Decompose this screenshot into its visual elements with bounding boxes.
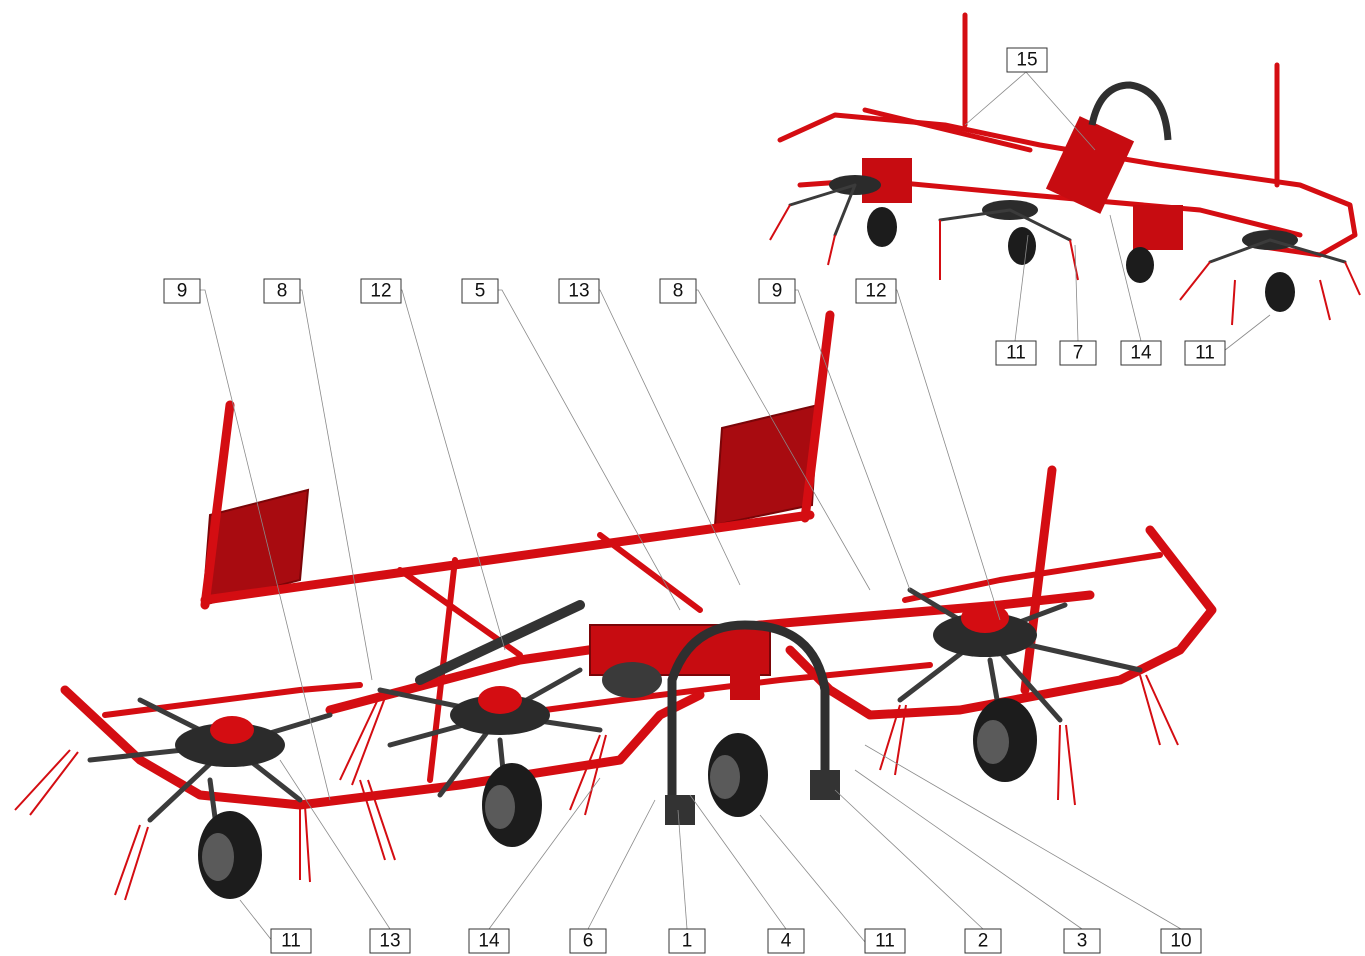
- wheel-3: [708, 733, 768, 817]
- callout-text: 15: [1016, 50, 1037, 71]
- wheel-1: [198, 777, 262, 899]
- main-machine: [14, 310, 1217, 901]
- callout-text: 2: [978, 931, 989, 952]
- callout-12-right: 12: [855, 278, 897, 304]
- callout-text: 6: [583, 931, 594, 952]
- guard-strut-center: [597, 532, 703, 613]
- callout-6: 6: [569, 928, 607, 954]
- hitch-mast: [730, 640, 760, 700]
- drive-shaft: [415, 600, 585, 685]
- rotor-3-hub: [961, 603, 1009, 633]
- callout-text: 11: [875, 931, 895, 952]
- callout-8-left: 8: [263, 278, 301, 304]
- inset-hitch: [1088, 81, 1172, 141]
- callout-11-inset-left: 11: [995, 340, 1037, 366]
- callout-4: 4: [767, 928, 805, 954]
- callout-text: 7: [1073, 343, 1084, 364]
- callout-11-bottom-mid: 11: [864, 928, 906, 954]
- callout-text: 12: [865, 281, 886, 302]
- wheel-4: [973, 657, 1037, 782]
- rotor-1-hub-plate: [175, 723, 285, 767]
- callout-1: 1: [668, 928, 706, 954]
- gearbox-shaft-cover: [602, 662, 662, 698]
- rotor-3: [879, 587, 1179, 806]
- rotor-2-hub-plate: [450, 695, 550, 735]
- left-guard-post: [200, 400, 235, 610]
- callout-2: 2: [964, 928, 1002, 954]
- callout-5: 5: [461, 278, 499, 304]
- callout-text: 13: [568, 281, 589, 302]
- callout-text: 9: [177, 281, 188, 302]
- callout-text: 10: [1170, 931, 1191, 952]
- callout-text: 9: [772, 281, 783, 302]
- callout-14-inset: 14: [1120, 340, 1162, 366]
- callout-text: 4: [781, 931, 792, 952]
- side-rail-left: [102, 682, 363, 718]
- callout-text: 14: [478, 931, 500, 952]
- hitch-frame: [667, 620, 830, 805]
- callout-9-right: 9: [758, 278, 796, 304]
- callout-text: 14: [1130, 343, 1152, 364]
- callout-text: 11: [1006, 343, 1026, 364]
- rotor-2-hub: [478, 686, 522, 714]
- inset-view: [769, 12, 1361, 326]
- rotor-2: [339, 667, 607, 816]
- right-hitch-pin: [810, 770, 840, 800]
- callout-text: 1: [682, 931, 693, 952]
- callout-8-right: 8: [659, 278, 697, 304]
- callout-12-left: 12: [360, 278, 402, 304]
- inset-guard-right: [1133, 205, 1183, 250]
- side-rail-right: [902, 552, 1163, 603]
- rotor-3-hub-plate: [933, 613, 1037, 657]
- callout-10: 10: [1160, 928, 1202, 954]
- inset-wheel-4: [1265, 272, 1295, 312]
- right-guard-plate: [713, 403, 820, 527]
- callout-text: 8: [277, 281, 288, 302]
- left-hitch-pin: [665, 795, 695, 825]
- top-guard-rail: [200, 510, 815, 605]
- callout-text: 11: [281, 931, 301, 952]
- inset-wheel-3: [1126, 247, 1154, 283]
- rotor-1: [14, 697, 396, 901]
- callout-text: 5: [475, 281, 486, 302]
- callout-text: 8: [673, 281, 684, 302]
- front-rail-left: [60, 685, 705, 810]
- callout-14-bottom: 14: [468, 928, 510, 954]
- callout-text: 3: [1077, 931, 1088, 952]
- callout-text: 12: [370, 281, 391, 302]
- inset-wheel-1: [867, 207, 897, 247]
- callout-13-top: 13: [558, 278, 600, 304]
- callout-labels: 9 8 12 5 13 8 9 12: [163, 47, 1226, 954]
- right-guard-post-2: [1020, 465, 1057, 695]
- callout-15: 15: [1006, 47, 1048, 73]
- callout-11-inset-right: 11: [1184, 340, 1226, 366]
- rotor-1-hub: [210, 716, 254, 744]
- inset-gearbox: [1045, 116, 1135, 214]
- callout-7: 7: [1059, 340, 1097, 366]
- callout-13-bottom: 13: [369, 928, 411, 954]
- inset-wheel-2: [1008, 227, 1036, 265]
- callout-3: 3: [1063, 928, 1101, 954]
- callout-11-bottom-left: 11: [270, 928, 312, 954]
- callout-text: 11: [1195, 343, 1215, 364]
- callout-text: 13: [379, 931, 400, 952]
- callout-9-left: 9: [163, 278, 201, 304]
- wheel-2: [482, 737, 542, 847]
